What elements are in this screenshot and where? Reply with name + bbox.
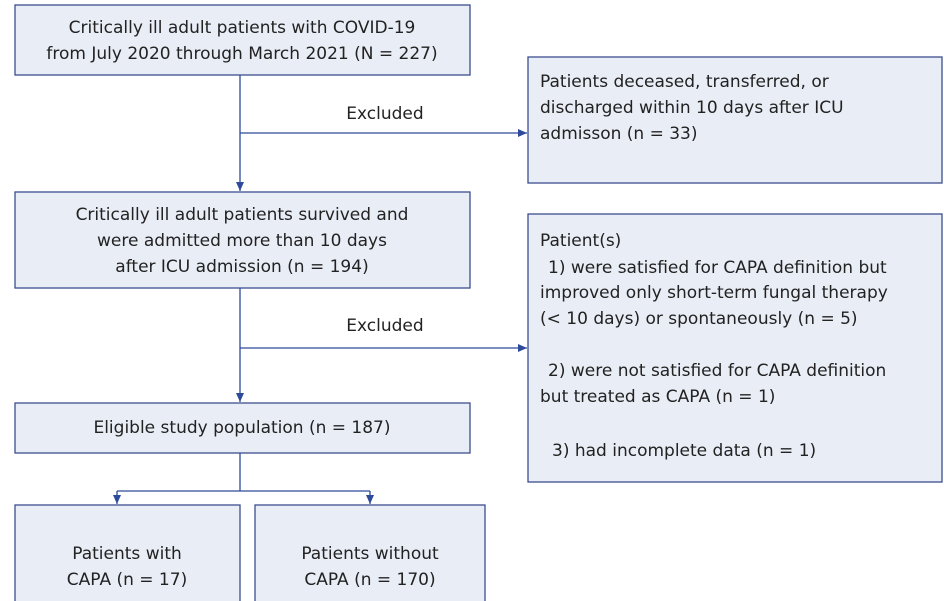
node-text: but treated as CAPA (n = 1) (540, 387, 775, 407)
node-text: 3) had incomplete data (n = 1) (552, 441, 816, 461)
box (527, 56, 943, 184)
node-text: 2) were not satisfied for CAPA definitio… (548, 361, 886, 381)
node-text: Patients deceased, transferred, or (540, 72, 829, 92)
box (254, 504, 486, 601)
node-text: discharged within 10 days after ICU (540, 98, 844, 118)
node-text: admisson (n = 33) (540, 124, 698, 144)
node-text: CAPA (n = 17) (67, 570, 187, 590)
node-text: improved only short-term fungal therapy (540, 283, 888, 303)
node-text: (< 10 days) or spontaneously (n = 5) (540, 309, 858, 329)
node-text: Patient(s) (540, 231, 621, 251)
box (14, 191, 471, 289)
box (14, 402, 471, 454)
node-text: CAPA (n = 170) (304, 570, 435, 590)
box (527, 213, 943, 483)
node-text: from July 2020 through March 2021 (N = 2… (46, 44, 437, 64)
edge-label: Excluded (346, 316, 423, 336)
node-text: after ICU admission (n = 194) (115, 257, 368, 277)
node-text: Patients with (72, 544, 182, 564)
node-text: Critically ill adult patients with COVID… (69, 18, 416, 38)
box (14, 4, 471, 76)
node-text: were admitted more than 10 days (97, 231, 387, 251)
node-text: Patients without (301, 544, 439, 564)
edge-label: Excluded (346, 104, 423, 124)
node-text: Critically ill adult patients survived a… (76, 205, 409, 225)
node-text: 1) were satisfied for CAPA definition bu… (548, 258, 887, 278)
node-text: Eligible study population (n = 187) (93, 418, 390, 438)
box (14, 504, 241, 601)
